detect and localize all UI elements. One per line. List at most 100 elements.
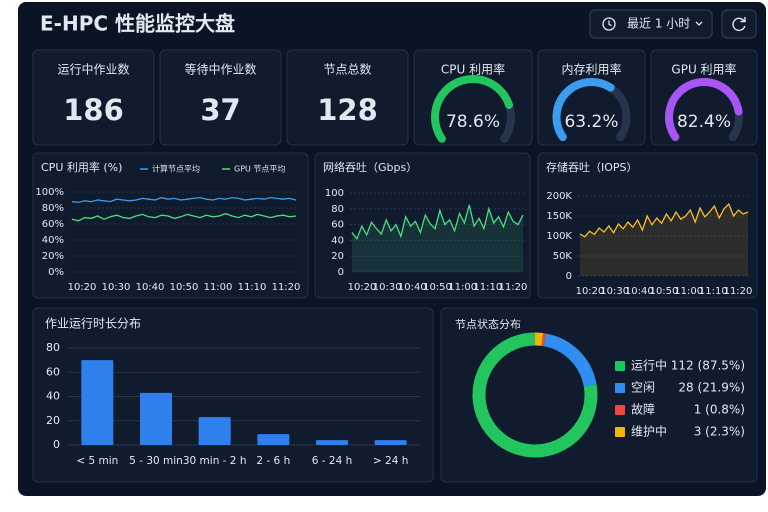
y-tick-label: 20 (331, 251, 344, 262)
gauge-arc (552, 78, 615, 142)
y-tick-label: 20% (42, 251, 64, 262)
x-tick-label: 10:20 (348, 282, 377, 293)
gauge-value: 82.4% (677, 112, 731, 132)
gauge-arc (431, 75, 514, 143)
gauge-label: CPU 利用率 (441, 62, 505, 77)
refresh-arrow (740, 17, 746, 23)
chart-title: CPU 利用率 (%) (41, 160, 122, 174)
card (159, 49, 282, 146)
cards (32, 49, 758, 483)
card (650, 49, 758, 146)
x-tick-label: > 24 h (373, 455, 409, 467)
y-tick-label: 100% (35, 187, 64, 198)
legend-label: 故障 (631, 402, 655, 417)
y-tick-label: 0 (53, 438, 60, 451)
clock-hand (608, 20, 612, 27)
bar (81, 360, 114, 445)
y-tick-label: 20 (46, 414, 60, 427)
stat-label: 运行中作业数 (57, 62, 129, 77)
x-tick-label: 10:30 (373, 282, 402, 293)
chevron (695, 21, 703, 26)
refresh-icon (732, 17, 746, 32)
bar (140, 392, 172, 445)
y-tick-label: 40 (331, 235, 344, 246)
gauge-arc (665, 78, 743, 142)
x-tick-label: 10:40 (398, 282, 427, 293)
y-tick-label: 40 (46, 390, 60, 403)
y-tick-label: 60 (46, 365, 60, 378)
legend-label: GPU 节点平均 (234, 164, 285, 174)
bar (257, 434, 290, 445)
chart-title: 节点状态分布 (455, 317, 521, 331)
y-tick-label: 80 (331, 204, 344, 215)
y-tick-label: 200K (546, 191, 572, 202)
card (537, 152, 758, 299)
x-tick-label: 10:30 (600, 286, 629, 297)
stat-value: 37 (200, 93, 240, 127)
stat-label: 等待中作业数 (184, 62, 256, 77)
x-tick-label: 2 - 6 h (256, 455, 290, 467)
x-tick-label: 11:10 (473, 282, 502, 293)
x-tick-label: 5 - 30 min (129, 455, 183, 467)
chart-title: 网络吞吐（Gbps） (323, 160, 417, 174)
y-tick-label: 150K (546, 211, 572, 222)
y-tick-label: 80% (42, 203, 64, 214)
x-tick-label: 10:50 (423, 282, 452, 293)
y-tick-label: 0 (338, 267, 344, 278)
gauge-value: 63.2% (564, 112, 618, 132)
line (579, 202, 749, 238)
donut-segment (472, 332, 598, 458)
time-range-button[interactable]: 最近 1 小时 (589, 9, 713, 39)
line (71, 196, 297, 204)
bar (316, 440, 348, 445)
clock-icon (602, 17, 616, 31)
x-tick-label: 10:20 (576, 286, 605, 297)
x-tick-label: 11:20 (724, 286, 753, 297)
x-tick-label: 30 min - 2 h (183, 455, 247, 467)
gauge-label: 内存利用率 (561, 62, 621, 77)
legend-label: 维护中 (631, 424, 667, 439)
legend-value: 1 (0.8%) (694, 403, 745, 417)
x-tick-label: 11:20 (499, 282, 528, 293)
x-tick-label: < 5 min (76, 455, 118, 467)
bar (198, 417, 231, 445)
y-tick-label: 100 (325, 188, 344, 199)
x-tick-label: 10:30 (102, 282, 131, 293)
line (71, 212, 297, 222)
line (351, 204, 524, 241)
chart-title: 存储吞吐（IOPS） (546, 160, 638, 174)
time-range: 最近 1 小时 (627, 17, 690, 31)
stat-label: 节点总数 (323, 62, 371, 77)
card (32, 307, 434, 483)
card (413, 49, 533, 146)
y-tick-label: 0 (566, 271, 572, 282)
x-tick-label: 10:50 (650, 286, 679, 297)
x-tick-label: 10:40 (136, 282, 165, 293)
stat-value: 186 (63, 93, 124, 127)
legend-value: 112 (87.5%) (671, 359, 745, 373)
x-tick-label: 11:10 (238, 282, 267, 293)
y-tick-label: 0% (48, 267, 64, 278)
title: E-HPC 性能监控大盘 (40, 12, 235, 36)
x-tick-label: 6 - 24 h (312, 455, 353, 467)
button-bg (589, 9, 713, 39)
card (440, 307, 758, 483)
legend-value: 28 (21.9%) (678, 381, 745, 395)
area (580, 204, 748, 276)
x-tick-label: 10:40 (625, 286, 654, 297)
legend-swatch (615, 427, 625, 437)
legend-label: 空闲 (631, 381, 655, 395)
card (32, 49, 155, 146)
x-tick-label: 11:00 (674, 286, 703, 297)
refresh-button[interactable] (721, 9, 757, 39)
y-tick-label: 60 (331, 220, 344, 231)
button-bg (721, 9, 757, 39)
donut-segment (543, 333, 597, 387)
chart-title: 作业运行时长分布 (45, 317, 141, 331)
x-tick-label: 11:10 (699, 286, 728, 297)
x-tick-label: 11:00 (204, 282, 233, 293)
bar (374, 440, 407, 445)
y-tick-label: 100K (546, 231, 572, 242)
stat-value: 128 (317, 93, 378, 127)
